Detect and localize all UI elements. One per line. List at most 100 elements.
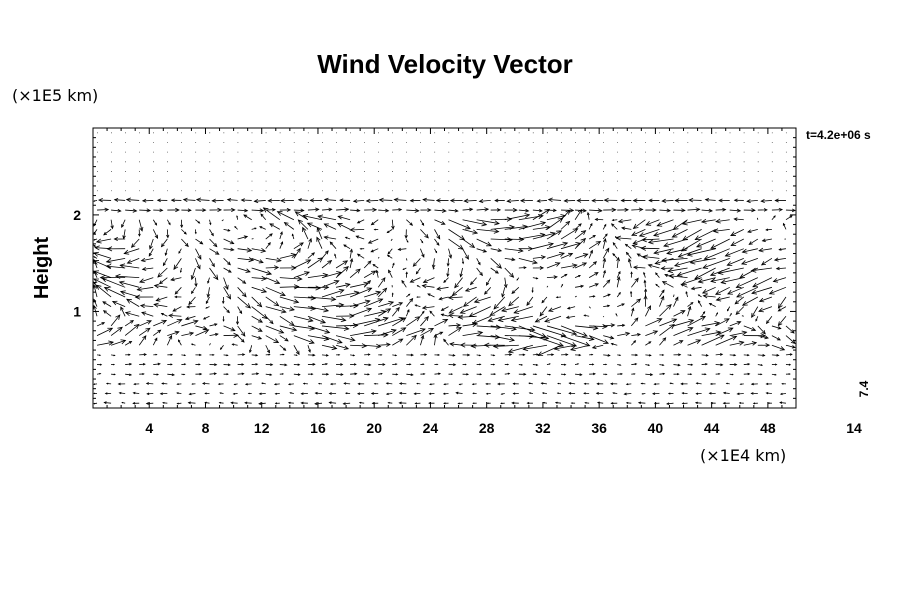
wind-vector — [364, 309, 387, 317]
wind-vector — [534, 315, 548, 323]
wind-vector — [741, 315, 744, 317]
wind-vector — [251, 335, 263, 340]
wind-vector — [209, 238, 218, 248]
wind-vector — [177, 339, 182, 346]
wind-vector — [372, 263, 379, 269]
wind-vector — [388, 269, 393, 278]
wind-vector — [422, 277, 435, 283]
wind-vector — [617, 331, 631, 337]
wind-vector — [669, 382, 674, 385]
wind-vector — [624, 243, 632, 250]
wind-vector — [420, 219, 425, 227]
wind-vector — [279, 265, 297, 271]
wind-vector — [293, 345, 300, 356]
wind-vector — [414, 304, 421, 308]
wind-vector — [110, 219, 114, 230]
wind-vector — [500, 393, 505, 395]
wind-vector — [300, 401, 308, 405]
wind-vector — [760, 198, 772, 203]
wind-vector — [701, 334, 725, 346]
wind-vector — [726, 306, 731, 312]
wind-vector — [293, 271, 310, 279]
wind-vector — [701, 373, 707, 376]
wind-vector — [448, 248, 453, 259]
wind-vector — [554, 401, 562, 404]
wind-vector — [125, 362, 133, 366]
wind-vector — [603, 373, 608, 376]
wind-vector — [546, 285, 549, 288]
wind-vector — [126, 257, 140, 264]
wind-vector — [364, 343, 382, 349]
wind-vector — [674, 198, 688, 203]
wind-vector — [660, 266, 674, 271]
wind-vector — [307, 373, 314, 376]
wind-vector — [659, 364, 665, 367]
wind-vector — [625, 251, 632, 259]
wind-vector — [645, 354, 652, 357]
wind-vector — [504, 236, 525, 242]
wind-vector — [584, 401, 590, 404]
wind-vector — [237, 335, 245, 343]
wind-vector — [741, 296, 759, 306]
wind-vector — [631, 207, 644, 212]
wind-vector — [468, 306, 491, 317]
wind-vector — [209, 363, 218, 367]
wind-vector — [139, 320, 152, 327]
wind-vector — [771, 215, 776, 220]
wind-vector — [357, 382, 365, 386]
wind-vector — [595, 391, 604, 395]
wind-vector — [321, 280, 340, 288]
wind-vector — [688, 197, 702, 203]
wind-vector — [195, 325, 208, 331]
wind-vector — [710, 238, 730, 249]
wind-vector — [470, 343, 491, 349]
wind-vector — [125, 353, 131, 356]
wind-vector — [617, 303, 625, 307]
wind-vector — [630, 277, 639, 288]
wind-vector — [519, 198, 533, 203]
wind-vector — [687, 363, 694, 366]
wind-vector — [293, 335, 315, 344]
wind-vector — [265, 306, 287, 314]
wind-vector — [761, 238, 772, 243]
wind-vector — [363, 270, 377, 279]
wind-vector — [708, 392, 716, 395]
wind-vector — [701, 286, 716, 294]
wind-vector — [546, 230, 562, 240]
wind-vector — [672, 219, 688, 230]
wind-vector — [586, 211, 590, 220]
wind-vector — [378, 197, 393, 203]
wind-vector — [659, 295, 665, 307]
wind-vector — [612, 252, 618, 259]
wind-vector — [133, 382, 140, 386]
wind-vector — [715, 353, 724, 356]
wind-vector — [633, 265, 646, 270]
wind-vector — [673, 363, 681, 367]
wind-vector — [778, 248, 787, 251]
wind-vector — [733, 198, 744, 203]
wind-vector — [398, 391, 407, 395]
wind-vector — [659, 289, 665, 298]
wind-vector — [297, 198, 308, 202]
wind-vector — [429, 383, 435, 386]
wind-vector — [588, 272, 599, 279]
wind-vector — [156, 198, 168, 203]
wind-vector — [661, 281, 674, 288]
wind-vector — [757, 325, 766, 335]
wind-vector — [317, 214, 337, 221]
wind-vector — [574, 237, 587, 249]
wind-vector — [448, 326, 462, 336]
wind-vector — [378, 300, 395, 308]
wind-vector — [350, 372, 358, 376]
wind-vector — [681, 402, 688, 405]
wind-vector — [589, 323, 608, 330]
wind-vector — [701, 311, 706, 317]
wind-vector — [111, 208, 122, 213]
wind-vector — [738, 402, 744, 405]
ref-vector-value: 7.4 — [857, 380, 871, 397]
wind-vector — [392, 207, 403, 212]
wind-vector — [321, 288, 345, 298]
wind-vector — [546, 241, 569, 250]
wind-vector — [694, 267, 716, 280]
wind-vector — [265, 363, 274, 367]
